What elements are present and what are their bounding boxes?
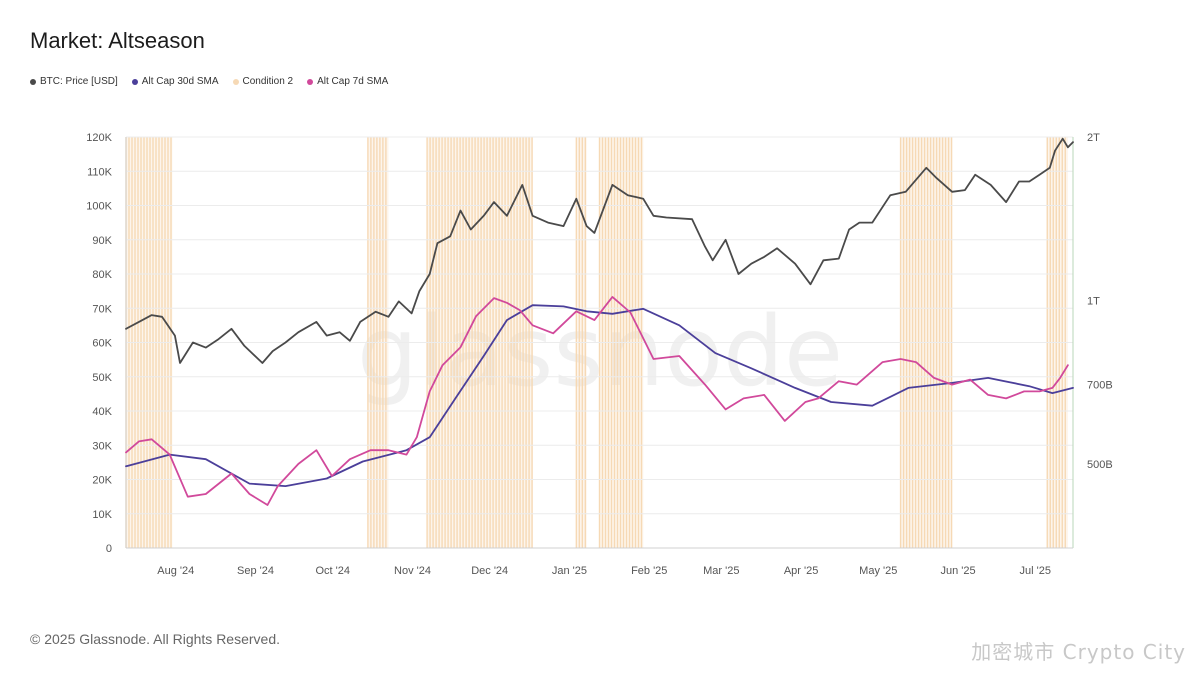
alt-cap-7d-sma-line: [125, 295, 1069, 506]
x-tick-label: Oct '24: [315, 565, 350, 577]
corner-watermark: 加密城市 Crypto City: [971, 640, 1186, 664]
y-left-tick-label: 120K: [86, 132, 112, 144]
y-axis-left: 0 10K 20K 30K 40K 50K 60K 70K 80K 90K 100K 110K 120K: [86, 132, 112, 555]
series-lines: [125, 137, 1074, 506]
legend-swatch: [232, 78, 239, 85]
x-axis: Aug '24 Sep '24 Oct '24 Nov '24 Dec '24 Jan '…: [157, 565, 1051, 577]
y-right-tick-label: 1T: [1087, 295, 1100, 307]
x-tick-label: Apr '25: [784, 565, 819, 577]
x-tick-label: Dec '24: [471, 565, 508, 577]
y-left-tick-label: 30K: [92, 440, 112, 452]
y-left-tick-label: 60K: [92, 338, 112, 350]
y-right-tick-label: 700B: [1087, 380, 1113, 392]
legend-item[interactable]: BTC: Price [USD]: [30, 76, 118, 87]
y-left-tick-label: 40K: [92, 406, 112, 418]
y-left-tick-label: 0: [106, 543, 112, 555]
y-left-tick-label: 80K: [92, 269, 112, 281]
legend-label: Alt Cap 30d SMA: [141, 76, 219, 87]
legend-item[interactable]: Condition 2: [232, 76, 294, 87]
y-axis-right: 500B 700B 1T 2T: [1087, 132, 1113, 471]
legend-item[interactable]: Alt Cap 7d SMA: [307, 76, 388, 87]
x-tick-label: Sep '24: [237, 565, 274, 577]
y-left-tick-label: 100K: [86, 201, 112, 213]
x-tick-label: Jan '25: [552, 565, 587, 577]
legend-swatch: [307, 78, 314, 85]
legend-swatch: [131, 78, 138, 85]
legend-label: BTC: Price [USD]: [40, 76, 118, 87]
y-right-tick-label: 500B: [1087, 459, 1113, 471]
x-tick-label: Feb '25: [631, 565, 667, 577]
chart-title: Market: Altseason: [30, 28, 205, 53]
y-left-tick-label: 50K: [92, 372, 112, 384]
legend-swatch: [30, 78, 36, 85]
legend-label: Alt Cap 7d SMA: [317, 76, 389, 87]
y-left-tick-label: 20K: [92, 475, 112, 487]
legend: BTC: Price [USD] Alt Cap 30d SMA Condition…: [30, 76, 388, 87]
gridlines: [125, 136, 1074, 549]
x-tick-label: May '25: [859, 565, 897, 577]
legend-label: Condition 2: [242, 76, 294, 87]
y-left-tick-label: 70K: [92, 303, 112, 315]
x-tick-label: Jun '25: [940, 565, 975, 577]
x-tick-label: Jul '25: [1020, 565, 1051, 577]
x-tick-label: Aug '24: [157, 565, 194, 577]
x-tick-label: Mar '25: [703, 565, 739, 577]
copyright-footer: © 2025 Glassnode. All Rights Reserved.: [30, 631, 281, 647]
btc-price-line: [125, 137, 1074, 364]
y-right-tick-label: 2T: [1087, 132, 1100, 144]
y-left-tick-label: 110K: [87, 166, 113, 178]
x-tick-label: Nov '24: [394, 565, 431, 577]
y-left-tick-label: 10K: [92, 509, 112, 521]
legend-item[interactable]: Alt Cap 30d SMA: [131, 76, 219, 87]
alt-cap-30d-sma-line: [125, 304, 1074, 488]
y-left-tick-label: 90K: [92, 235, 112, 247]
